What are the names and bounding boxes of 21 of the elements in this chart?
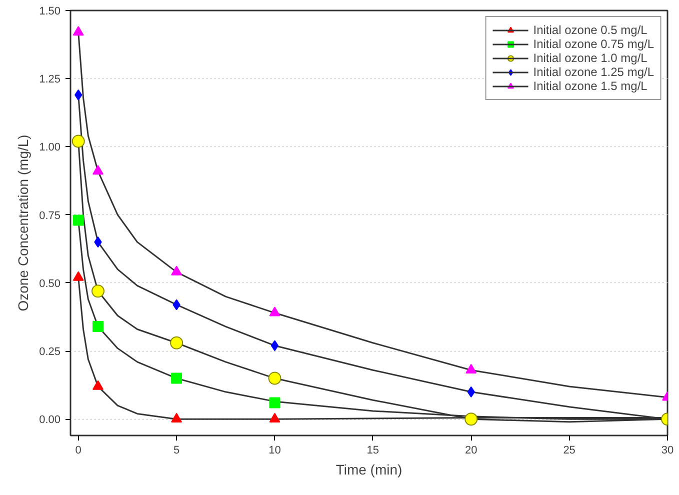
y-tick-label: 1.25 — [39, 74, 61, 86]
legend-label: Initial ozone 0.5 mg/L — [533, 23, 648, 37]
x-tick-label: 20 — [465, 444, 478, 456]
x-tick-label: 30 — [661, 444, 674, 456]
x-tick-label: 5 — [173, 444, 180, 456]
x-axis-title: Time (min) — [336, 462, 402, 478]
legend-label: Initial ozone 1.0 mg/L — [533, 51, 648, 65]
y-tick-label: 0.50 — [39, 278, 61, 290]
legend-label: Initial ozone 1.5 mg/L — [533, 79, 648, 93]
x-tick-label: 0 — [75, 444, 82, 456]
y-tick-label: 1.50 — [39, 6, 61, 18]
y-tick-label: 0.00 — [39, 414, 61, 426]
x-tick-label: 25 — [563, 444, 576, 456]
y-axis-title: Ozone Concentration (mg/L) — [15, 134, 32, 312]
legend-label: Initial ozone 0.75 mg/L — [533, 37, 654, 51]
y-tick-label: 0.25 — [39, 346, 61, 358]
x-tick-label: 10 — [268, 444, 281, 456]
y-tick-label: 1.00 — [39, 142, 61, 154]
y-tick-label: 0.75 — [39, 210, 61, 222]
legend-label: Initial ozone 1.25 mg/L — [533, 65, 654, 79]
x-tick-label: 15 — [366, 444, 380, 456]
